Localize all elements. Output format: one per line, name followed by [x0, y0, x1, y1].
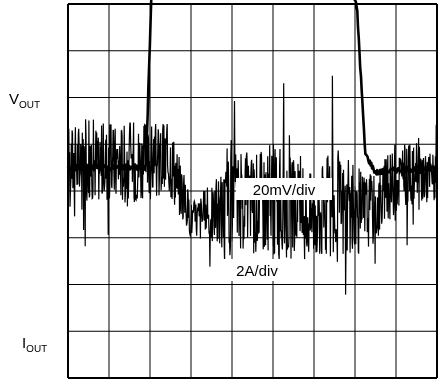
- iout-channel-label: IOUT: [22, 335, 47, 355]
- traces: [68, 0, 437, 295]
- iout-channel-sub: OUT: [26, 344, 47, 355]
- vout-channel-label: VOUT: [9, 91, 40, 111]
- vout-channel-sub: OUT: [19, 100, 40, 111]
- vout-channel-main: V: [9, 91, 19, 108]
- iout-scale-label: 2A/div: [236, 263, 278, 280]
- trace-iout: [68, 0, 437, 174]
- vout-scale-label: 20mV/div: [253, 182, 316, 199]
